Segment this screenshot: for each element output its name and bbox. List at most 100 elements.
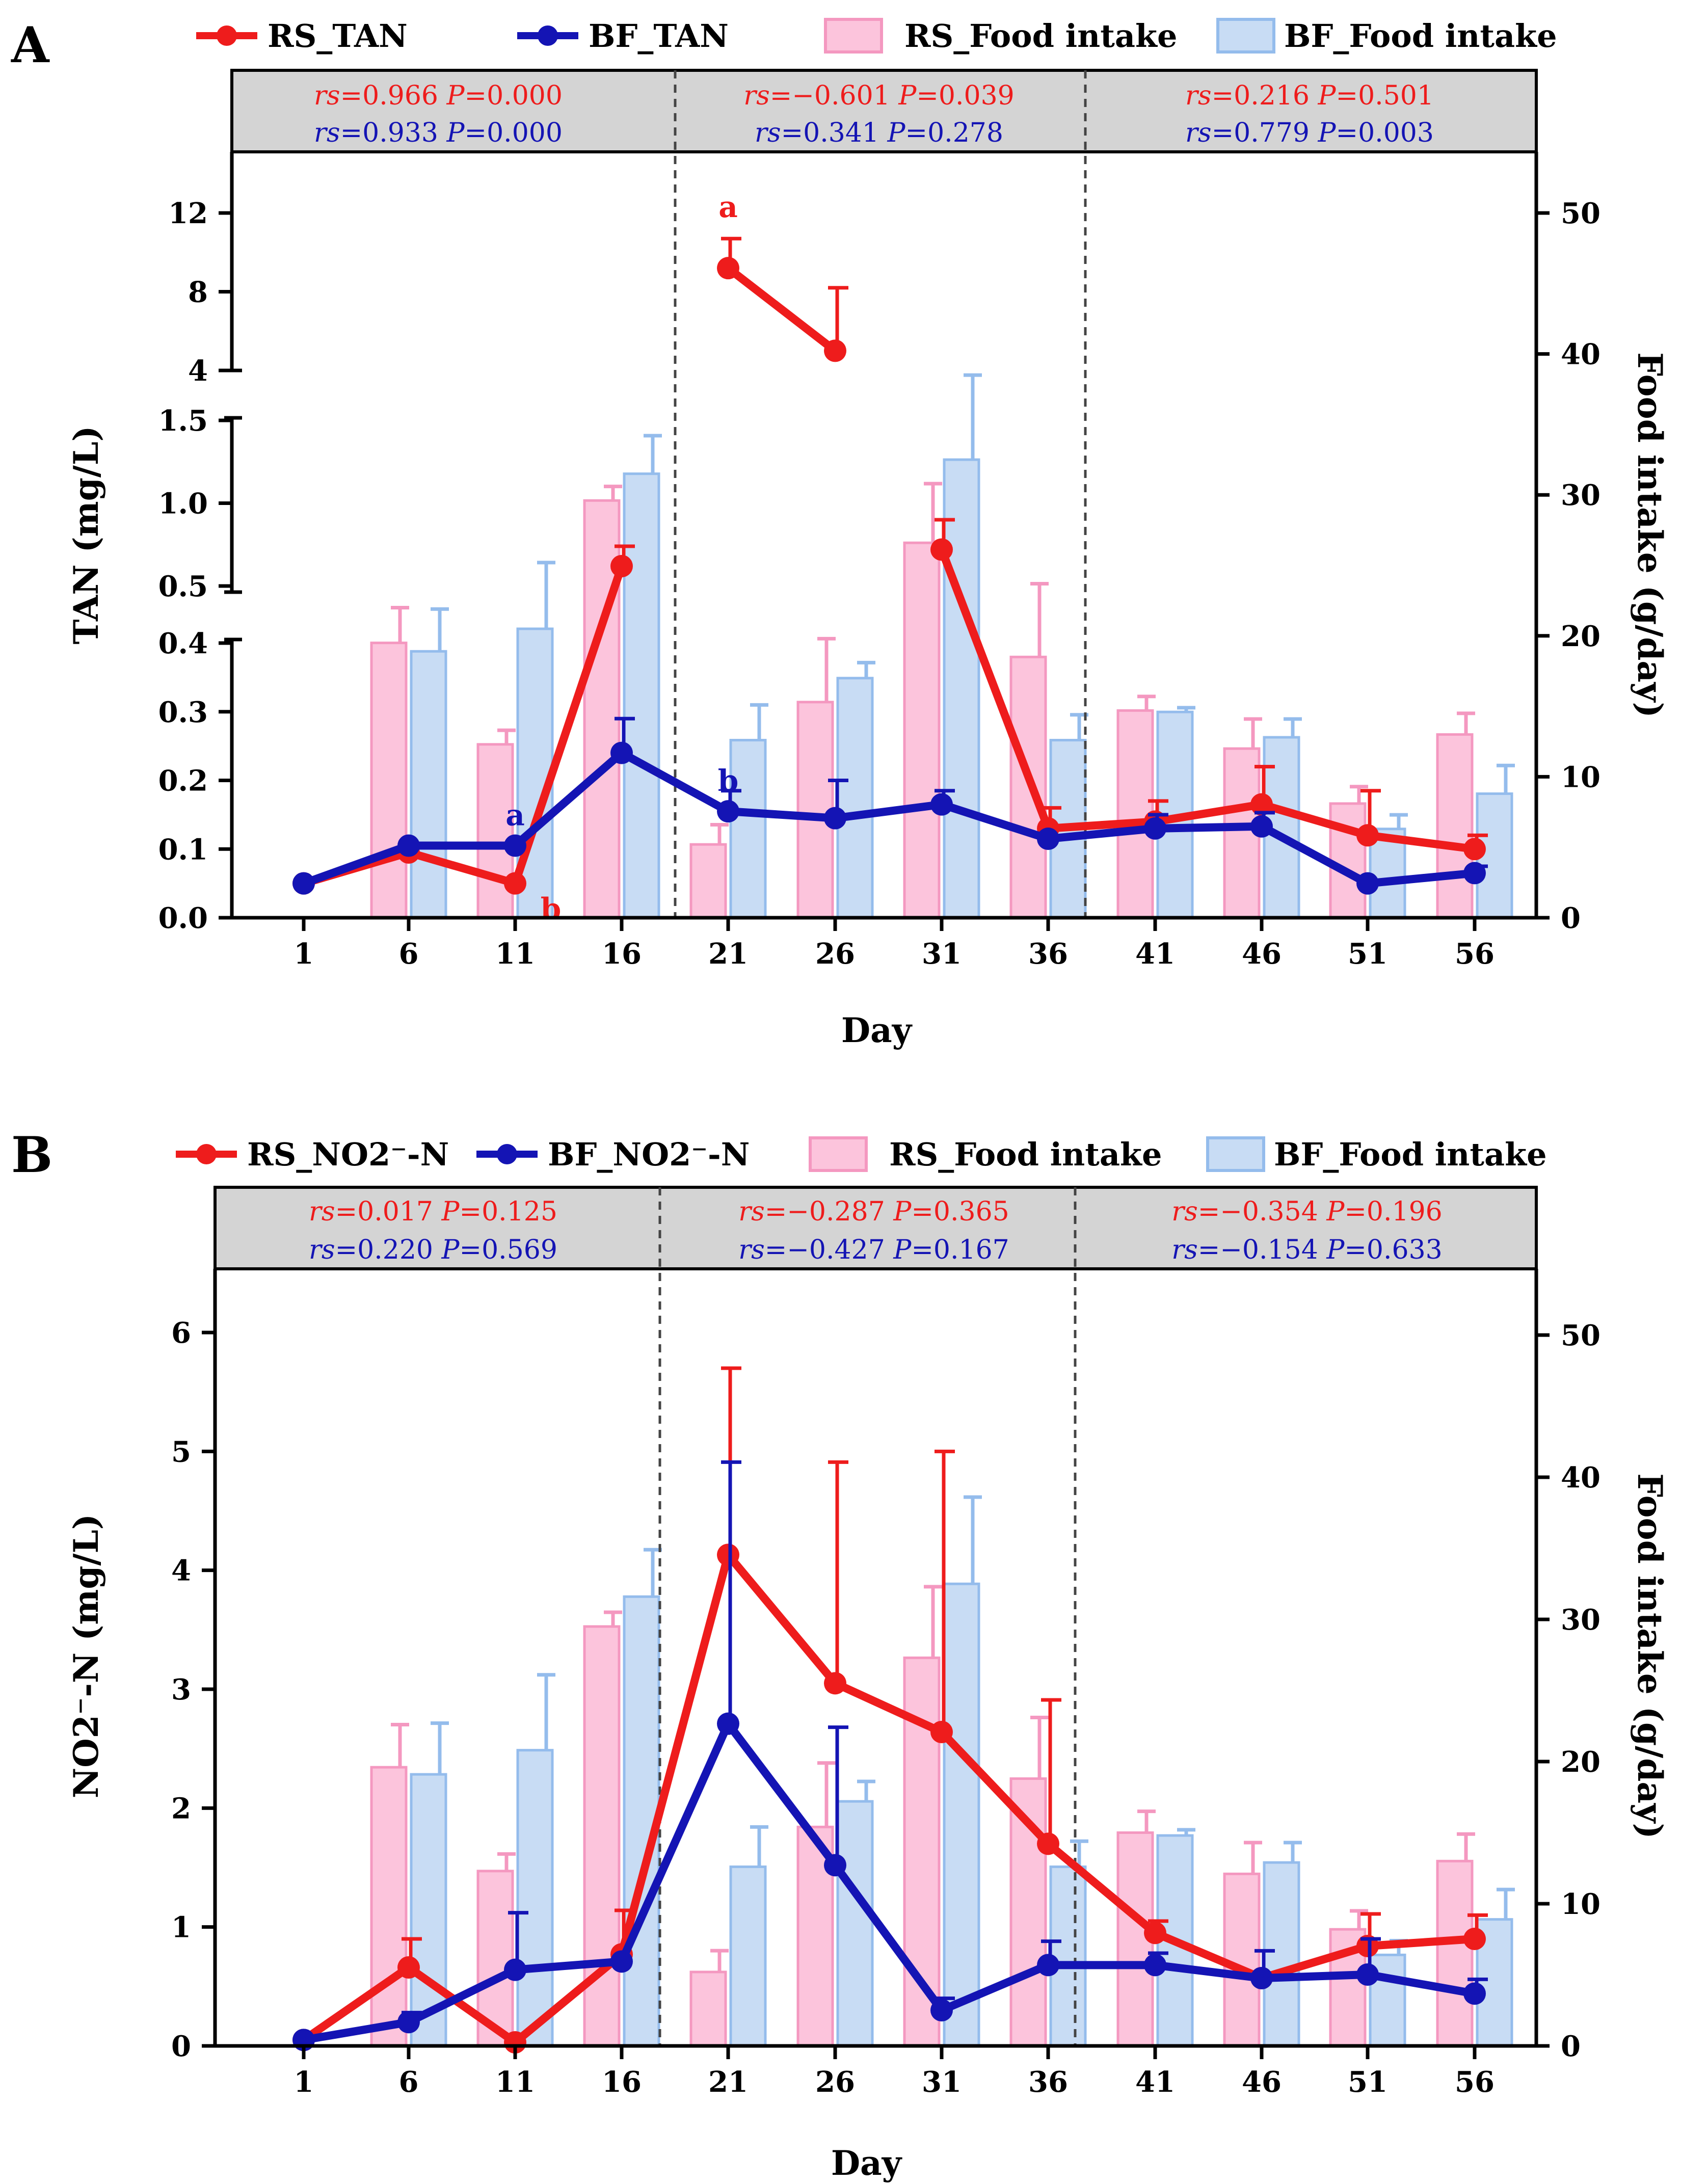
b-stat-part: =0.196: [1344, 1196, 1442, 1227]
b-stat-part: rs: [1171, 1235, 1198, 1265]
a-rs-data-point: [1356, 824, 1379, 847]
a-bf-food-bar: [516, 627, 554, 919]
significance-letter: a: [505, 798, 525, 833]
legend-b: RS_NO2⁻-N BF_NO2⁻-N RS_Food intake BF_Fo…: [176, 1136, 1547, 1173]
a-rs-series-line: [938, 548, 1476, 854]
a-bf-food-bar: [410, 650, 447, 919]
a-x-tick-label: 56: [1455, 937, 1495, 971]
b-y-tick-label: 5: [171, 1435, 191, 1469]
significance-letter: b: [718, 763, 739, 798]
a-y-tick-label: 8: [188, 276, 208, 309]
a-bf-data-point: [504, 834, 526, 857]
b-stat-part: P: [893, 1235, 912, 1265]
a-y2-tick-label: 40: [1561, 338, 1600, 371]
legend-rs-food-label-b: RS_Food intake: [889, 1136, 1162, 1173]
b-x-tick-label: 11: [495, 2065, 535, 2099]
legend-bf-no2-label: BF_NO2⁻-N: [548, 1136, 750, 1173]
a-y2-tick-label: 50: [1561, 197, 1600, 230]
b-y2-tick-label: 30: [1561, 1603, 1600, 1637]
b-y2-tick-label: 0: [1561, 2030, 1581, 2063]
y2-ticks-b: 0 10 20 30 40 50: [1536, 1319, 1600, 2063]
b-x-tick-label: 51: [1348, 2065, 1388, 2099]
a-bf-data-point: [397, 834, 420, 857]
a-stat-part: P: [446, 118, 465, 148]
a-rs-data-point: [1250, 793, 1273, 816]
a-bf-food-bar: [943, 458, 980, 919]
a-rs-data-point: [824, 339, 846, 362]
a-rs-series-line: [302, 565, 626, 888]
panel-a: A RS_TAN BF_TAN RS_Food intake BF_Food i…: [11, 16, 1670, 1050]
panel-b: B RS_NO2⁻-N BF_NO2⁻-N RS_Food intake BF_…: [11, 1126, 1670, 2183]
b-rs-data-point: [397, 1956, 420, 1979]
b-rs-data-point: [824, 1672, 846, 1695]
b-y-tick-label: 1: [171, 1911, 191, 1945]
b-x-tick-label: 46: [1242, 2065, 1282, 2099]
b-rs-food-bar: [689, 1970, 727, 2047]
a-rs-food-bar: [370, 642, 408, 919]
b-rs-food-bar: [370, 1766, 408, 2047]
b-bf-food-bar: [410, 1773, 447, 2047]
a-rs-food-bar: [903, 541, 941, 919]
legend-rs-label: RS_TAN: [268, 17, 408, 55]
b-stat-bf: rs=−0.154 P=0.633: [1171, 1235, 1443, 1265]
a-bf-data-point: [930, 793, 953, 816]
a-y-tick-label: 0.1: [158, 833, 208, 866]
a-stat-part: =0.039: [916, 81, 1014, 111]
a-stat-part: =0.779: [1212, 118, 1318, 148]
a-stat-part: =0.278: [905, 118, 1003, 148]
period-dividers-b: [658, 1187, 1077, 2046]
a-stat-part: rs: [1185, 81, 1212, 111]
a-stat-bf: rs=0.933 P=0.000: [314, 118, 563, 148]
b-stat-bf: rs=0.220 P=0.569: [309, 1235, 557, 1265]
b-y-tick-label: 3: [171, 1673, 191, 1707]
b-stat-part: P: [441, 1196, 460, 1227]
a-stat-part: =0.966: [340, 81, 447, 111]
a-stat-rs: rs=0.216 P=0.501: [1185, 81, 1434, 111]
b-y-tick-label: 6: [171, 1316, 191, 1350]
a-bf-data-point: [1037, 828, 1059, 850]
b-bf-data-point: [824, 1854, 846, 1877]
legend-rs-food-label: RS_Food intake: [904, 17, 1177, 55]
a-bf-food-bar: [729, 738, 767, 919]
b-rs-food-bar: [1223, 1872, 1261, 2047]
b-stat-part: rs: [738, 1196, 765, 1227]
b-stat-part: =−0.354: [1198, 1196, 1327, 1227]
a-stat-part: P: [898, 81, 917, 111]
b-x-tick-label: 56: [1455, 2065, 1495, 2099]
b-y2-tick-label: 40: [1561, 1461, 1600, 1495]
b-x-tick-label: 6: [399, 2065, 419, 2099]
b-rs-food-bar: [1436, 1859, 1474, 2047]
b-bf-data-point: [1144, 1954, 1166, 1977]
a-bf-data-point: [717, 800, 739, 823]
a-rs-data-point: [610, 555, 633, 577]
a-bf-data-point: [1463, 862, 1486, 885]
a-x-tick-label: 16: [602, 937, 642, 971]
a-stat-part: P: [887, 118, 906, 148]
b-bf-data-point: [1356, 1963, 1379, 1986]
b-x-tick-label: 26: [815, 2065, 855, 2099]
b-bf-series-line: [303, 1719, 1476, 2044]
legend-rs-bar-swatch: [824, 18, 883, 54]
b-y-tick-label: 2: [171, 1792, 191, 1825]
b-stat-part: P: [441, 1235, 460, 1265]
b-y-tick-label: 0: [171, 2030, 191, 2063]
b-rs-data-point: [1463, 1928, 1486, 1950]
b-stat-rs: rs=−0.287 P=0.365: [738, 1196, 1009, 1227]
legend-bf-bar-swatch: [1216, 18, 1275, 54]
a-x-tick-label: 6: [399, 937, 419, 971]
b-stat-part: =0.017: [335, 1196, 442, 1227]
b-bf-data-point: [1037, 1954, 1059, 1977]
b-bf-data-point: [397, 2011, 420, 2034]
b-x-tick-label: 31: [922, 2065, 962, 2099]
legend-rs-no2-label: RS_NO2⁻-N: [247, 1136, 449, 1173]
b-bf-data-point: [1250, 1967, 1273, 1989]
a-rs-food-bar: [1329, 802, 1367, 919]
a-stat-part: rs: [743, 81, 770, 111]
x-axis-title-b: Day: [831, 2143, 902, 2183]
x-axis-title-a: Day: [841, 1010, 913, 1050]
a-stat-part: rs: [314, 118, 340, 148]
b-stat-part: rs: [309, 1196, 335, 1227]
b-y-tick-label: 4: [171, 1554, 191, 1588]
